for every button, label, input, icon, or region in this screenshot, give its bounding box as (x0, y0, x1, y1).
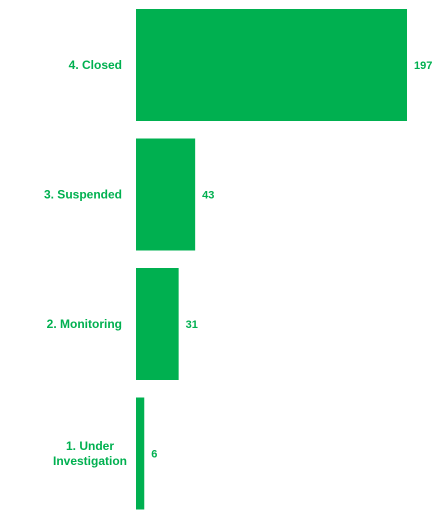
bar (136, 9, 407, 121)
category-label: 2. Monitoring (47, 317, 122, 331)
value-label: 43 (202, 190, 214, 202)
bar (136, 138, 196, 251)
value-label: 197 (414, 60, 432, 72)
value-label: 6 (151, 449, 157, 461)
category-label: 4. Closed (69, 58, 122, 72)
category-label: 3. Suspended (44, 188, 122, 202)
bar (136, 268, 179, 380)
value-label: 31 (186, 319, 198, 331)
category-label: 1. Under Investigation (53, 439, 127, 468)
bar (136, 397, 145, 510)
